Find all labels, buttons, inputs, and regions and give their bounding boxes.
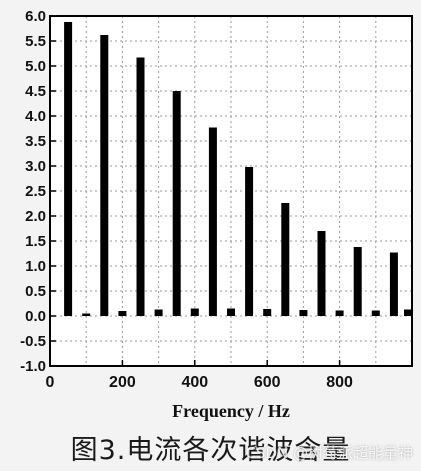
bar-850hz (353, 247, 362, 316)
bar-700hz (299, 310, 308, 316)
y-tick-label-11: 4.5 (25, 83, 46, 100)
x-tick-label-2: 400 (181, 374, 208, 391)
bar-50hz (64, 22, 73, 316)
x-tick-label-4: 800 (326, 374, 353, 391)
bar-750hz (317, 231, 326, 316)
y-tick-label-1: -0.5 (20, 333, 46, 350)
figure-caption: 图3.电流各次谐波含量 (70, 435, 351, 466)
bar-650hz (281, 203, 290, 316)
y-tick-label-10: 4.0 (25, 108, 46, 125)
bar-600hz (263, 309, 272, 316)
bar-150hz (100, 35, 109, 316)
y-tick-label-12: 5.0 (25, 58, 46, 75)
bar-900hz (371, 310, 380, 316)
bar-450hz (208, 127, 217, 316)
x-tick-label-0: 0 (46, 374, 55, 391)
bar-250hz (136, 57, 145, 316)
bar-950hz (389, 252, 398, 316)
y-axis-ticks: -1.0 -0.5 0.0 0.5 1.0 1.5 2.0 2.5 3.0 3.5 4.0 4.5 5.… (20, 8, 56, 375)
y-tick-label-7: 2.5 (25, 183, 46, 200)
bar-200hz (118, 311, 127, 316)
y-tick-label-14: 6.0 (25, 8, 46, 25)
bar-1000hz (404, 309, 412, 316)
x-tick-label-1: 200 (109, 374, 136, 391)
y-tick-label-3: 0.5 (25, 283, 46, 300)
bar-500hz (227, 308, 235, 316)
bar-400hz (190, 308, 199, 316)
y-tick-label-6: 2.0 (25, 208, 46, 225)
chart-svg: -1.0 -0.5 0.0 0.5 1.0 1.5 2.0 2.5 3.0 3.5 4.0 4.5 5.… (20, 8, 413, 421)
y-tick-label-8: 3.0 (25, 158, 46, 175)
y-tick-label-4: 1.0 (25, 258, 46, 275)
watermark-text: CSDN @树莓派超能量神 (245, 444, 413, 462)
bar-100hz (82, 313, 91, 316)
bar-350hz (172, 91, 181, 316)
y-tick-label-9: 3.5 (25, 133, 46, 150)
x-axis-label: Frequency / Hz (172, 401, 290, 421)
y-tick-label-13: 5.5 (25, 33, 46, 50)
bar-series (64, 22, 412, 316)
y-tick-label-5: 1.5 (25, 233, 46, 250)
bar-550hz (245, 167, 254, 316)
x-tick-label-3: 600 (254, 374, 281, 391)
bar-300hz (154, 309, 163, 316)
x-axis-ticks: 0 200 400 600 800 (46, 360, 353, 391)
bar-800hz (335, 310, 344, 316)
y-tick-label-2: 0.0 (25, 308, 46, 325)
y-tick-label-0: -1.0 (20, 358, 46, 375)
